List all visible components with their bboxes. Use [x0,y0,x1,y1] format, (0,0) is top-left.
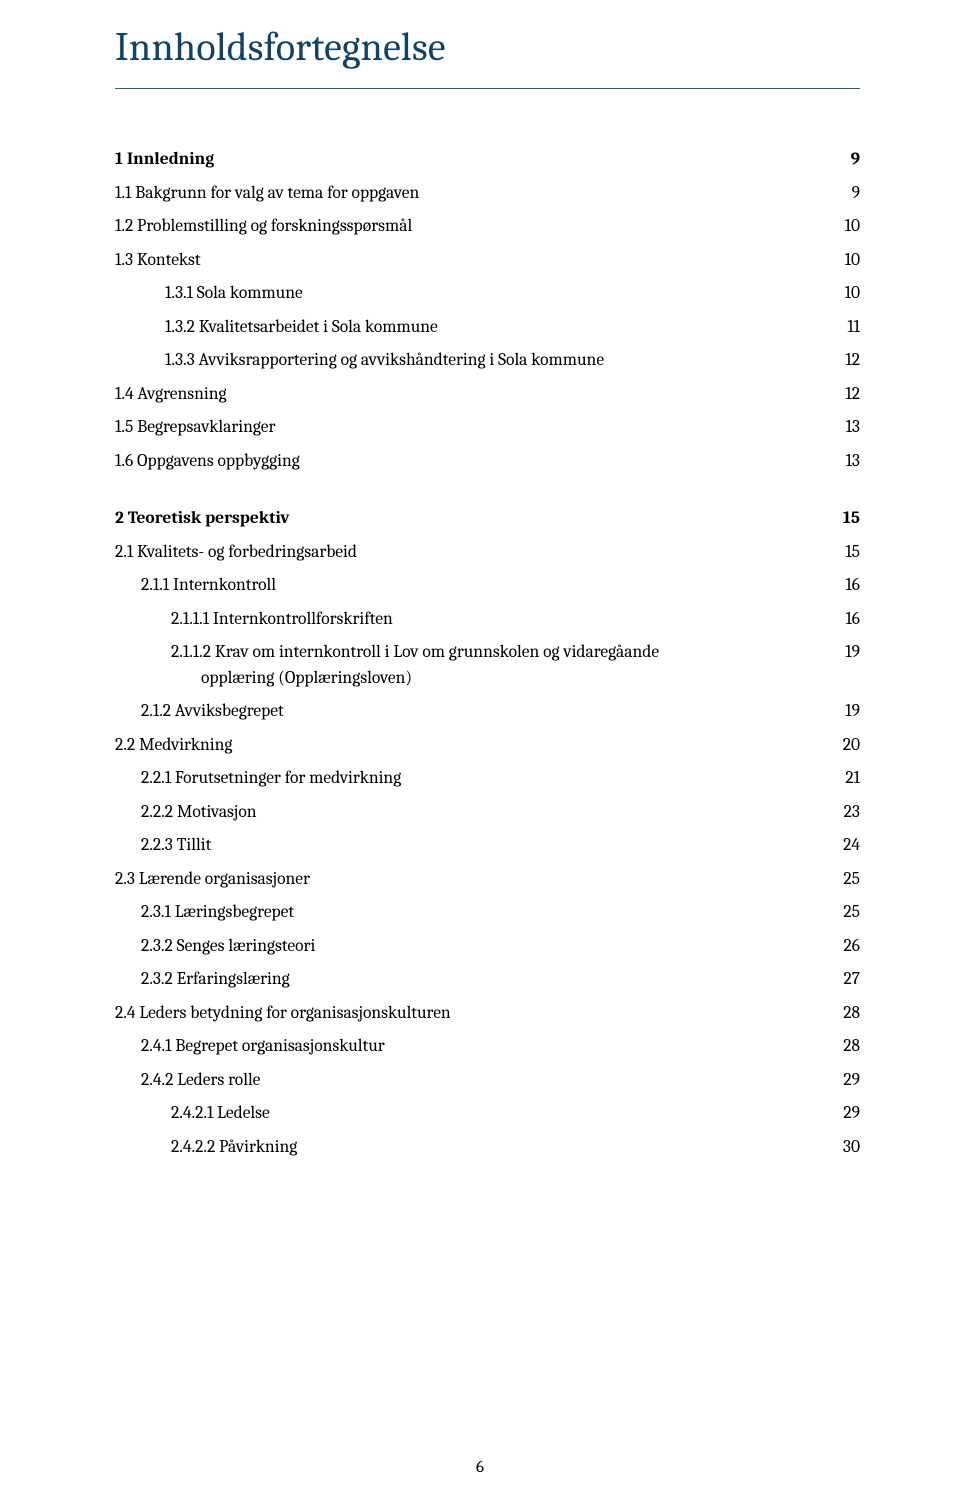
toc-entry-page: 21 [830,770,860,788]
toc-entry-page: 24 [830,837,860,855]
toc-entry: 1.3.2 Kvalitetsarbeidet i Sola kommune11 [115,311,860,345]
toc-entry: 2.1.2 Avviksbegrepet19 [115,695,860,729]
toc-entry: 2.4.2.1 Ledelse29 [115,1097,860,1131]
toc-entry-label: 1.1 Bakgrunn for valg av tema for oppgav… [115,185,830,203]
toc-entry-page: 26 [830,938,860,956]
toc-entry: 2.2.2 Motivasjon23 [115,796,860,830]
toc-entry: 1.6 Oppgavens oppbygging13 [115,445,860,479]
toc-entry-label: 2.2.2 Motivasjon [115,804,830,822]
toc-entry-page: 9 [830,151,860,169]
toc-entry-page: 15 [830,544,860,562]
toc-entry: 2.2 Medvirkning20 [115,729,860,763]
toc-entry-page: 10 [830,252,860,270]
toc-entry: 1.4 Avgrensning12 [115,378,860,412]
toc-entry: 2.2.1 Forutsetninger for medvirkning21 [115,762,860,796]
toc-entry-page: 28 [830,1038,860,1056]
toc-entry: 2.1.1 Internkontroll16 [115,569,860,603]
toc-entry: 2.3 Lærende organisasjoner25 [115,863,860,897]
toc-entry-page: 20 [830,737,860,755]
toc-entry-label: 2.2 Medvirkning [115,737,830,755]
toc-entry: 1.5 Begrepsavklaringer13 [115,411,860,445]
toc-entry-label: 2.3 Lærende organisasjoner [115,871,830,889]
toc-entry-page: 12 [830,386,860,404]
toc-entry-label: 1.3.3 Avviksrapportering og avvikshåndte… [115,352,830,370]
document-page: Innholdsfortegnelse 1 Innledning91.1 Bak… [0,0,960,1499]
toc-entry-label: 2.2.1 Forutsetninger for medvirkning [115,770,830,788]
toc-entry-page: 16 [830,577,860,595]
toc-entry-page: 27 [830,971,860,989]
toc-entry: 2.1.1.1 Internkontrollforskriften16 [115,603,860,637]
toc-entry-page: 30 [830,1139,860,1157]
toc-entry-label: 2.1.1.1 Internkontrollforskriften [115,611,830,629]
toc-entry: 2.1 Kvalitets- og forbedringsarbeid15 [115,536,860,570]
toc-entry-label: 1.3 Kontekst [115,252,830,270]
toc-entry-page: 16 [830,611,860,629]
toc-entry: 2 Teoretisk perspektiv15 [115,502,860,536]
toc-entry: 2.4.2 Leders rolle29 [115,1064,860,1098]
toc-entry-wrap: opplæring (Opplæringsloven) [115,670,860,696]
toc-entry-page: 28 [830,1005,860,1023]
toc-entry-label: 2.4.2 Leders rolle [115,1072,830,1090]
toc-list: 1 Innledning91.1 Bakgrunn for valg av te… [115,143,860,1164]
toc-entry: 2.3.2 Senges læringsteori26 [115,930,860,964]
toc-entry: 2.3.2 Erfaringslæring27 [115,963,860,997]
toc-entry-label: 2.2.3 Tillit [115,837,830,855]
toc-entry: 2.2.3 Tillit24 [115,829,860,863]
toc-entry-label: 2.1 Kvalitets- og forbedringsarbeid [115,544,830,562]
toc-entry: 1.3.1 Sola kommune10 [115,277,860,311]
toc-entry-page: 10 [830,218,860,236]
toc-entry-page: 10 [830,285,860,303]
toc-entry-page: 25 [830,904,860,922]
toc-entry: 2.4.1 Begrepet organisasjonskultur28 [115,1030,860,1064]
toc-entry-page: 9 [830,185,860,203]
toc-entry-page: 11 [830,319,860,337]
toc-entry-label: 2.3.2 Senges læringsteori [115,938,830,956]
toc-entry-label: 2 Teoretisk perspektiv [115,510,830,528]
toc-entry-label: 2.4.1 Begrepet organisasjonskultur [115,1038,830,1056]
toc-entry: 2.1.1.2 Krav om internkontroll i Lov om … [115,636,860,670]
toc-entry-page: 19 [830,644,860,662]
toc-entry-label: 2.4 Leders betydning for organisasjonsku… [115,1005,830,1023]
toc-entry: 2.4.2.2 Påvirkning30 [115,1131,860,1165]
toc-entry-label: 1 Innledning [115,151,830,169]
toc-entry: 1.1 Bakgrunn for valg av tema for oppgav… [115,177,860,211]
toc-entry-label: 2.3.2 Erfaringslæring [115,971,830,989]
toc-entry-page: 15 [830,510,860,528]
toc-entry-page: 13 [830,419,860,437]
toc-entry-page: 25 [830,871,860,889]
toc-entry-wrap-label: opplæring (Opplæringsloven) [115,670,830,688]
toc-entry-label: 2.1.1 Internkontroll [115,577,830,595]
toc-entry-label: 2.4.2.2 Påvirkning [115,1139,830,1157]
toc-entry-label: 2.1.1.2 Krav om internkontroll i Lov om … [115,644,830,662]
toc-entry: 2.4 Leders betydning for organisasjonsku… [115,997,860,1031]
toc-entry: 1.3.3 Avviksrapportering og avvikshåndte… [115,344,860,378]
toc-entry-page: 19 [830,703,860,721]
toc-entry-label: 2.3.1 Læringsbegrepet [115,904,830,922]
toc-title: Innholdsfortegnelse [115,24,860,70]
toc-entry: 1.3 Kontekst10 [115,244,860,278]
toc-entry-label: 2.1.2 Avviksbegrepet [115,703,830,721]
toc-entry-label: 2.4.2.1 Ledelse [115,1105,830,1123]
toc-entry-label: 1.3.2 Kvalitetsarbeidet i Sola kommune [115,319,830,337]
page-number: 6 [0,1458,960,1477]
toc-entry-label: 1.5 Begrepsavklaringer [115,419,830,437]
toc-entry: 1.2 Problemstilling og forskningsspørsmå… [115,210,860,244]
toc-entry: 1 Innledning9 [115,143,860,177]
toc-entry-label: 1.6 Oppgavens oppbygging [115,453,830,471]
toc-entry: 2.3.1 Læringsbegrepet25 [115,896,860,930]
toc-entry-page: 29 [830,1072,860,1090]
title-underline [115,88,860,89]
toc-entry-page: 23 [830,804,860,822]
toc-entry-label: 1.2 Problemstilling og forskningsspørsmå… [115,218,830,236]
toc-entry-label: 1.4 Avgrensning [115,386,830,404]
toc-entry-label: 1.3.1 Sola kommune [115,285,830,303]
toc-entry-page: 12 [830,352,860,370]
toc-entry-page: 29 [830,1105,860,1123]
toc-entry-page: 13 [830,453,860,471]
